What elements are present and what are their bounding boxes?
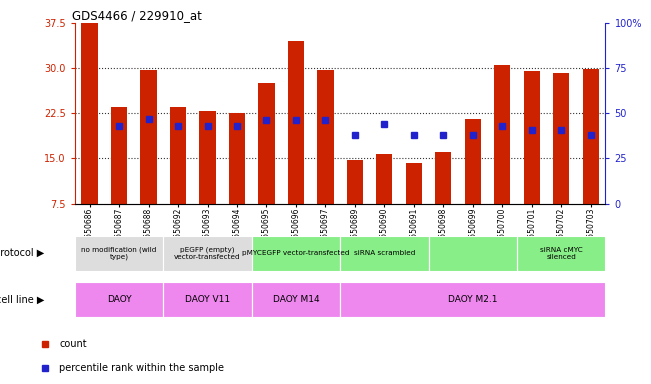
- Bar: [553, 73, 570, 204]
- Text: DAOY V11: DAOY V11: [185, 295, 230, 304]
- Text: no modification (wild
type): no modification (wild type): [81, 247, 157, 260]
- Bar: [75, 282, 163, 317]
- Bar: [75, 236, 163, 271]
- Text: DAOY M2.1: DAOY M2.1: [448, 295, 497, 304]
- Bar: [163, 282, 252, 317]
- Bar: [428, 236, 517, 271]
- Bar: [81, 23, 98, 204]
- Bar: [288, 41, 304, 204]
- Text: siRNA scrambled: siRNA scrambled: [353, 250, 415, 257]
- Bar: [523, 71, 540, 204]
- Bar: [163, 236, 252, 271]
- Text: pEGFP (empty)
vector-transfected: pEGFP (empty) vector-transfected: [174, 247, 241, 260]
- Text: cell line ▶: cell line ▶: [0, 295, 44, 305]
- Bar: [465, 119, 481, 204]
- Text: pMYCEGFP vector-transfected: pMYCEGFP vector-transfected: [242, 250, 350, 257]
- Text: percentile rank within the sample: percentile rank within the sample: [59, 362, 224, 373]
- Bar: [406, 163, 422, 204]
- Text: DAOY M14: DAOY M14: [273, 295, 319, 304]
- Bar: [436, 152, 451, 204]
- Bar: [252, 236, 340, 271]
- Bar: [347, 160, 363, 204]
- Bar: [229, 113, 245, 204]
- Bar: [317, 70, 333, 204]
- Bar: [376, 154, 393, 204]
- Text: count: count: [59, 339, 87, 349]
- Bar: [340, 236, 428, 271]
- Bar: [340, 282, 605, 317]
- Bar: [252, 282, 340, 317]
- Bar: [111, 107, 127, 204]
- Bar: [141, 70, 157, 204]
- Bar: [258, 83, 275, 204]
- Bar: [583, 70, 599, 204]
- Text: siRNA cMYC
silenced: siRNA cMYC silenced: [540, 247, 583, 260]
- Bar: [494, 65, 510, 204]
- Bar: [517, 236, 605, 271]
- Bar: [170, 107, 186, 204]
- Text: protocol ▶: protocol ▶: [0, 248, 44, 258]
- Text: DAOY: DAOY: [107, 295, 132, 304]
- Bar: [199, 111, 215, 204]
- Text: GDS4466 / 229910_at: GDS4466 / 229910_at: [72, 9, 202, 22]
